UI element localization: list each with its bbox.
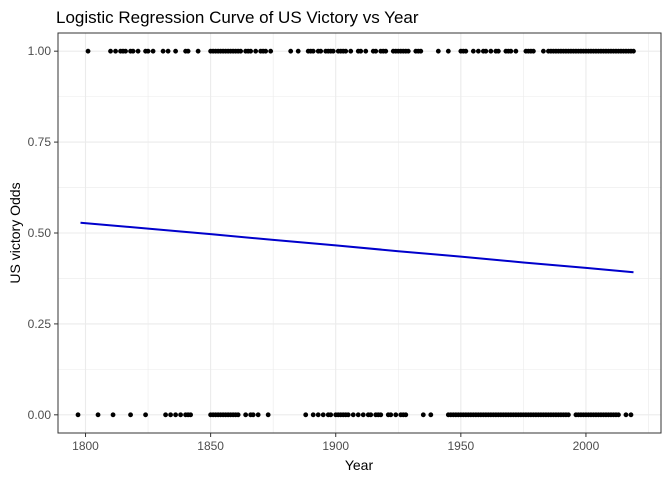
x-tick-label: 1850 bbox=[197, 439, 224, 453]
point-victory bbox=[330, 48, 336, 54]
point-victory bbox=[268, 48, 274, 54]
point-victory bbox=[530, 48, 536, 54]
point-defeat bbox=[173, 412, 178, 418]
point-defeat bbox=[355, 412, 361, 418]
point-defeat bbox=[310, 412, 316, 418]
point-victory bbox=[513, 48, 519, 54]
point-victory bbox=[145, 48, 151, 54]
point-defeat bbox=[388, 412, 394, 418]
point-defeat bbox=[178, 412, 184, 418]
point-defeat bbox=[428, 412, 434, 418]
point-victory bbox=[310, 48, 316, 54]
point-victory bbox=[173, 48, 178, 54]
y-tick-label: 0.25 bbox=[28, 317, 52, 331]
point-defeat bbox=[328, 412, 334, 418]
y-axis-title: US victory Odds bbox=[7, 182, 23, 283]
data-points bbox=[75, 48, 636, 418]
point-victory bbox=[135, 48, 141, 54]
point-defeat bbox=[265, 412, 271, 418]
point-victory bbox=[150, 48, 156, 54]
point-defeat bbox=[303, 412, 309, 418]
point-victory bbox=[130, 48, 136, 54]
point-defeat bbox=[566, 412, 571, 418]
point-defeat bbox=[345, 412, 351, 418]
point-victory bbox=[508, 48, 514, 54]
point-defeat bbox=[628, 412, 634, 418]
point-defeat bbox=[75, 412, 81, 418]
y-tick-label: 1.00 bbox=[28, 44, 52, 58]
point-defeat bbox=[616, 412, 621, 418]
point-victory bbox=[631, 48, 636, 54]
point-defeat bbox=[243, 412, 249, 418]
point-victory bbox=[108, 48, 113, 54]
point-victory bbox=[383, 48, 389, 54]
point-victory bbox=[463, 48, 469, 54]
x-tick-label: 1950 bbox=[447, 439, 474, 453]
point-victory bbox=[295, 48, 301, 54]
point-victory bbox=[483, 48, 489, 54]
point-victory bbox=[253, 48, 259, 54]
point-victory bbox=[248, 48, 254, 54]
regression-curve-line bbox=[80, 221, 634, 274]
point-defeat bbox=[368, 412, 374, 418]
point-defeat bbox=[320, 412, 326, 418]
point-defeat bbox=[188, 412, 194, 418]
point-defeat bbox=[110, 412, 116, 418]
point-victory bbox=[195, 48, 201, 54]
x-tick-label: 1800 bbox=[72, 439, 99, 453]
point-victory bbox=[343, 48, 349, 54]
point-defeat bbox=[143, 412, 148, 418]
point-defeat bbox=[360, 412, 366, 418]
chart-title: Logistic Regression Curve of US Victory … bbox=[56, 8, 419, 27]
point-victory bbox=[495, 48, 501, 54]
point-defeat bbox=[168, 412, 173, 418]
point-defeat bbox=[235, 412, 241, 418]
y-tick-label: 0.00 bbox=[28, 408, 52, 422]
y-tick-label: 0.75 bbox=[28, 135, 52, 149]
point-defeat bbox=[378, 412, 384, 418]
point-victory bbox=[405, 48, 411, 54]
y-tick-label: 0.50 bbox=[28, 226, 52, 240]
point-defeat bbox=[393, 412, 399, 418]
point-victory bbox=[113, 48, 118, 54]
point-defeat bbox=[95, 412, 101, 418]
x-axis-title: Year bbox=[345, 457, 374, 473]
point-victory bbox=[318, 48, 324, 54]
point-victory bbox=[263, 48, 269, 54]
point-defeat bbox=[403, 412, 409, 418]
panel-border bbox=[57, 32, 662, 434]
point-victory bbox=[418, 48, 424, 54]
axis-ticks: 1800 1850 1900 1950 2000 0.00 0.25 0.50 0.75 1.00 bbox=[28, 44, 600, 453]
point-victory bbox=[165, 48, 171, 54]
point-victory bbox=[363, 48, 369, 54]
point-defeat bbox=[420, 412, 426, 418]
regression-curve bbox=[80, 221, 634, 274]
point-victory bbox=[185, 48, 191, 54]
point-defeat bbox=[255, 412, 261, 418]
x-tick-label: 2000 bbox=[573, 439, 600, 453]
point-victory bbox=[470, 48, 476, 54]
point-defeat bbox=[350, 412, 356, 418]
point-victory bbox=[488, 48, 494, 54]
point-victory bbox=[541, 48, 546, 54]
point-victory bbox=[435, 48, 441, 54]
point-defeat bbox=[623, 412, 629, 418]
point-defeat bbox=[250, 412, 256, 418]
point-victory bbox=[123, 48, 128, 54]
point-defeat bbox=[128, 412, 133, 418]
point-victory bbox=[373, 48, 379, 54]
point-defeat bbox=[315, 412, 321, 418]
point-victory bbox=[288, 48, 294, 54]
point-victory bbox=[475, 48, 481, 54]
x-tick-label: 1900 bbox=[322, 439, 349, 453]
point-defeat bbox=[163, 412, 168, 418]
point-victory bbox=[348, 48, 354, 54]
point-victory bbox=[445, 48, 451, 54]
point-victory bbox=[358, 48, 364, 54]
point-victory bbox=[160, 48, 166, 54]
point-victory bbox=[85, 48, 91, 54]
point-victory bbox=[238, 48, 244, 54]
